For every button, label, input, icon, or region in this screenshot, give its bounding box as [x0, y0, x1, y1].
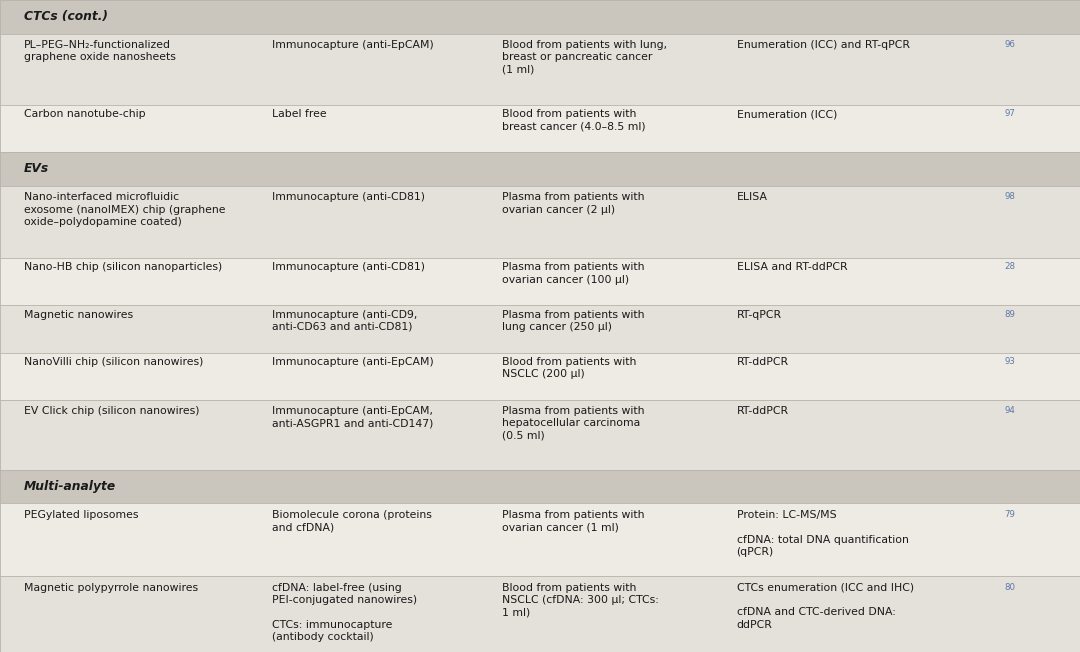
Text: ELISA and RT-ddPCR: ELISA and RT-ddPCR — [737, 262, 847, 273]
Text: RT-ddPCR: RT-ddPCR — [737, 357, 788, 367]
Text: Biomolecule corona (proteins
and cfDNA): Biomolecule corona (proteins and cfDNA) — [272, 510, 432, 532]
Bar — [0, 469, 1080, 503]
Text: Blood from patients with lung,
breast or pancreatic cancer
(1 ml): Blood from patients with lung, breast or… — [502, 40, 667, 75]
Text: Magnetic polypyrrole nanowires: Magnetic polypyrrole nanowires — [24, 582, 198, 593]
Text: Protein: LC-MS/MS
 
cfDNA: total DNA quantification
(qPCR): Protein: LC-MS/MS cfDNA: total DNA quant… — [737, 510, 908, 557]
Text: PEGylated liposomes: PEGylated liposomes — [24, 510, 138, 520]
Text: RT-qPCR: RT-qPCR — [737, 310, 782, 319]
Text: Nano-HB chip (silicon nanoparticles): Nano-HB chip (silicon nanoparticles) — [24, 262, 222, 273]
Text: Nano-interfaced microfluidic
exosome (nanoIMEX) chip (graphene
oxide–polydopamin: Nano-interfaced microfluidic exosome (na… — [24, 192, 226, 227]
Bar — [0, 105, 1080, 152]
Text: Magnetic nanowires: Magnetic nanowires — [24, 310, 133, 319]
Text: 80: 80 — [1004, 582, 1015, 591]
Text: Immunocapture (anti-CD81): Immunocapture (anti-CD81) — [272, 262, 426, 273]
Bar — [0, 400, 1080, 469]
Text: 98: 98 — [1004, 192, 1015, 201]
Text: 89: 89 — [1004, 310, 1015, 319]
Text: Blood from patients with
NSCLC (200 μl): Blood from patients with NSCLC (200 μl) — [502, 357, 636, 379]
Text: Plasma from patients with
hepatocellular carcinoma
(0.5 ml): Plasma from patients with hepatocellular… — [502, 406, 645, 441]
Text: 93: 93 — [1004, 357, 1015, 366]
Text: ELISA: ELISA — [737, 192, 768, 202]
Text: Carbon nanotube-chip: Carbon nanotube-chip — [24, 109, 146, 119]
Bar — [0, 34, 1080, 105]
Text: 97: 97 — [1004, 109, 1015, 118]
Text: 28: 28 — [1004, 262, 1015, 271]
Text: Enumeration (ICC): Enumeration (ICC) — [737, 109, 837, 119]
Text: Multi-analyte: Multi-analyte — [24, 480, 116, 493]
Text: PL–PEG–NH₂-functionalized
graphene oxide nanosheets: PL–PEG–NH₂-functionalized graphene oxide… — [24, 40, 176, 63]
Text: Label free: Label free — [272, 109, 327, 119]
Text: 94: 94 — [1004, 406, 1015, 415]
Bar — [0, 258, 1080, 305]
Text: 96: 96 — [1004, 40, 1015, 49]
Bar — [0, 186, 1080, 258]
Bar — [0, 353, 1080, 400]
Bar — [0, 576, 1080, 652]
Text: Blood from patients with
breast cancer (4.0–8.5 ml): Blood from patients with breast cancer (… — [502, 109, 646, 132]
Text: EV Click chip (silicon nanowires): EV Click chip (silicon nanowires) — [24, 406, 199, 416]
Text: Immunocapture (anti-EpCAM): Immunocapture (anti-EpCAM) — [272, 40, 434, 50]
Text: CTCs enumeration (ICC and IHC)
 
cfDNA and CTC-derived DNA:
ddPCR: CTCs enumeration (ICC and IHC) cfDNA and… — [737, 582, 914, 630]
Text: Immunocapture (anti-EpCAM,
anti-ASGPR1 and anti-CD147): Immunocapture (anti-EpCAM, anti-ASGPR1 a… — [272, 406, 433, 428]
Text: NanoVilli chip (silicon nanowires): NanoVilli chip (silicon nanowires) — [24, 357, 203, 367]
Text: Plasma from patients with
lung cancer (250 μl): Plasma from patients with lung cancer (2… — [502, 310, 645, 332]
Bar — [0, 503, 1080, 576]
Text: Plasma from patients with
ovarian cancer (1 ml): Plasma from patients with ovarian cancer… — [502, 510, 645, 532]
Bar — [0, 152, 1080, 186]
Text: CTCs (cont.): CTCs (cont.) — [24, 10, 108, 23]
Text: Blood from patients with
NSCLC (cfDNA: 300 μl; CTCs:
1 ml): Blood from patients with NSCLC (cfDNA: 3… — [502, 582, 659, 617]
Text: Immunocapture (anti-EpCAM): Immunocapture (anti-EpCAM) — [272, 357, 434, 367]
Text: Plasma from patients with
ovarian cancer (2 μl): Plasma from patients with ovarian cancer… — [502, 192, 645, 215]
Bar — [0, 0, 1080, 34]
Text: Immunocapture (anti-CD81): Immunocapture (anti-CD81) — [272, 192, 426, 202]
Text: cfDNA: label-free (using
PEI-conjugated nanowires)
 
CTCs: immunocapture
(antibo: cfDNA: label-free (using PEI-conjugated … — [272, 582, 417, 642]
Text: EVs: EVs — [24, 162, 49, 175]
Text: Enumeration (ICC) and RT-qPCR: Enumeration (ICC) and RT-qPCR — [737, 40, 909, 50]
Text: 79: 79 — [1004, 510, 1015, 519]
Text: Immunocapture (anti-CD9,
anti-CD63 and anti-CD81): Immunocapture (anti-CD9, anti-CD63 and a… — [272, 310, 418, 332]
Text: RT-ddPCR: RT-ddPCR — [737, 406, 788, 416]
Text: Plasma from patients with
ovarian cancer (100 μl): Plasma from patients with ovarian cancer… — [502, 262, 645, 285]
Bar — [0, 305, 1080, 353]
